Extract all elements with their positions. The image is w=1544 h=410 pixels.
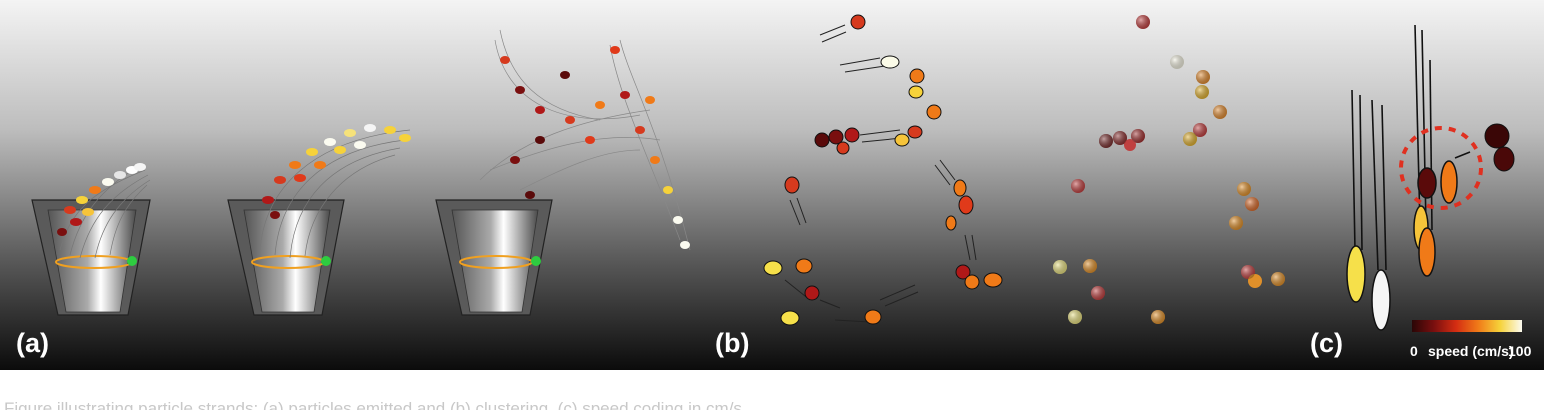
emitter-point-3 [531, 256, 541, 266]
collision-highlight-circle [1399, 126, 1483, 210]
particle-ring [763, 14, 1003, 326]
emitter-point-1 [127, 256, 137, 266]
particle-plume-2 [259, 129, 411, 259]
figure-background [0, 0, 1544, 370]
legend-title: speed (cm/s) [1428, 343, 1514, 359]
motion-streaks [784, 24, 977, 323]
speed-legend: 0 speed (cm/s) 100 [1410, 320, 1532, 359]
cup-3 [435, 199, 553, 316]
falling-streaks [1351, 24, 1433, 271]
particle-plume-3 [479, 29, 691, 251]
particle-cluster-2 [262, 124, 411, 219]
particle-cluster-3 [500, 46, 690, 249]
panel-label-b: (b) [715, 328, 749, 358]
figure-panel: (a) (b) (c) 0 speed (cm/s) 100 [0, 0, 1544, 370]
panel-label-c: (c) [1310, 328, 1343, 358]
panel-label-a: (a) [16, 328, 49, 358]
sphere-shading [1053, 15, 1285, 324]
panel-c [1346, 24, 1515, 331]
cup-2 [227, 199, 345, 316]
panel-a [31, 29, 691, 316]
falling-particles [1346, 123, 1515, 331]
particle-cluster-1 [57, 163, 146, 236]
legend-min-label: 0 [1410, 343, 1418, 359]
panel-b [763, 14, 1285, 326]
emitter-point-2 [321, 256, 331, 266]
legend-max-label: 100 [1508, 343, 1532, 359]
speed-colorbar [1412, 320, 1522, 332]
figure-caption: Figure illustrating particle strands: (a… [4, 399, 747, 410]
